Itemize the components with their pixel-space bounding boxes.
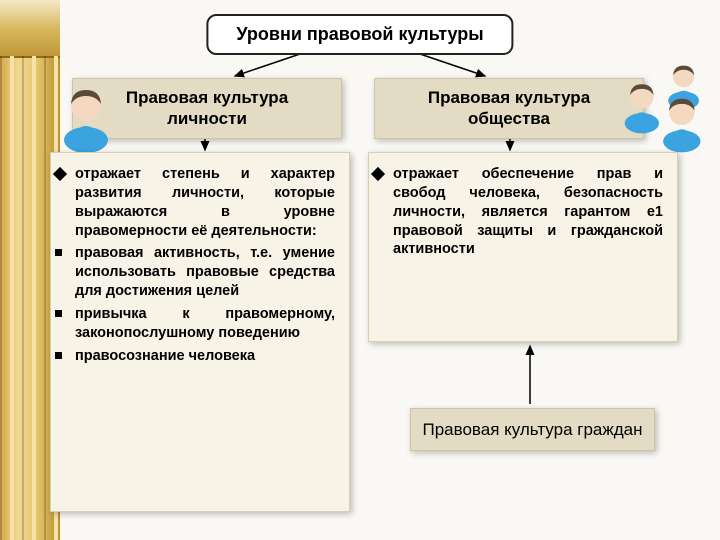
citizens-label: Правовая культура граждан xyxy=(422,420,642,439)
diagram-title: Уровни правовой культуры xyxy=(206,14,513,55)
people-group-icon xyxy=(620,60,710,156)
right-description-panel: отражает обеспечение прав и свобод челов… xyxy=(368,152,678,342)
branch-right: Правовая культура общества xyxy=(374,78,644,139)
person-icon xyxy=(58,82,114,154)
left-description-panel: отражает степень и характер развития лич… xyxy=(50,152,350,512)
branch-left-label: Правовая культура личности xyxy=(126,88,288,128)
right-main-text: отражает обеспечение прав и свобод челов… xyxy=(387,165,663,259)
branch-right-label: Правовая культура общества xyxy=(428,88,590,128)
left-item-2: привычка к правомерному, законопослушном… xyxy=(69,305,335,343)
left-item-1: правовая активность, т.е. умение использ… xyxy=(69,244,335,301)
citizens-box: Правовая культура граждан xyxy=(410,408,655,451)
left-item-3: правосознание человека xyxy=(69,347,335,366)
left-main-text: отражает степень и характер развития лич… xyxy=(69,165,335,240)
